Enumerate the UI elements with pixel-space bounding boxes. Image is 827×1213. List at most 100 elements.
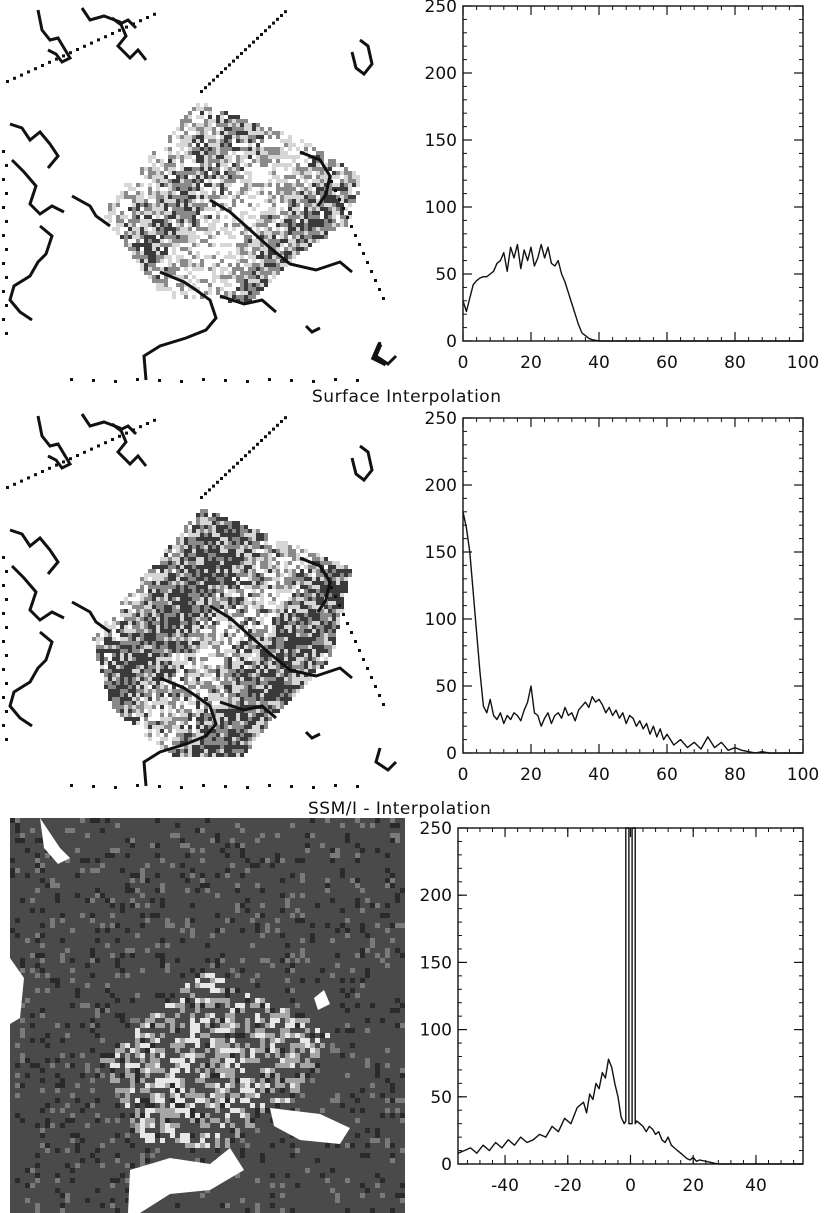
swath-pixel bbox=[284, 609, 288, 613]
grid-dot bbox=[146, 422, 149, 425]
swath-pixel bbox=[328, 589, 332, 593]
swath-pixel bbox=[164, 645, 168, 649]
swath-pixel bbox=[180, 561, 184, 565]
swath-pixel bbox=[196, 155, 200, 159]
swath-pixel bbox=[168, 653, 172, 657]
swath-pixel bbox=[252, 701, 256, 705]
swath-pixel bbox=[164, 669, 168, 673]
swath-pixel bbox=[180, 621, 184, 625]
swath-pixel bbox=[312, 207, 316, 211]
swath-pixel bbox=[148, 593, 152, 597]
swath-pixel bbox=[288, 207, 292, 211]
swath-pixel bbox=[236, 613, 240, 617]
swath-pixel bbox=[108, 637, 112, 641]
swath-pixel bbox=[260, 565, 264, 569]
swath-pixel bbox=[144, 621, 148, 625]
swath-pixel bbox=[220, 681, 224, 685]
swath-pixel bbox=[252, 729, 256, 733]
swath-pixel bbox=[268, 171, 272, 175]
swath-pixel bbox=[220, 685, 224, 689]
swath-pixel bbox=[312, 577, 316, 581]
swath-pixel bbox=[104, 633, 108, 637]
swath-pixel bbox=[232, 717, 236, 721]
swath-pixel bbox=[236, 119, 240, 123]
grid-dot bbox=[180, 380, 183, 383]
swath-pixel bbox=[184, 621, 188, 625]
swath-pixel bbox=[172, 251, 176, 255]
swath-pixel bbox=[200, 195, 204, 199]
swath-pixel bbox=[220, 163, 224, 167]
swath-pixel bbox=[288, 689, 292, 693]
swath-pixel bbox=[116, 231, 120, 235]
swath-pixel bbox=[184, 545, 188, 549]
swath-pixel bbox=[212, 143, 216, 147]
swath-pixel bbox=[232, 729, 236, 733]
swath-pixel bbox=[272, 609, 276, 613]
difference-pixel bbox=[275, 928, 280, 933]
swath-pixel bbox=[284, 673, 288, 677]
swath-pixel bbox=[232, 171, 236, 175]
swath-pixel bbox=[192, 239, 196, 243]
swath-pixel bbox=[108, 625, 112, 629]
swath-pixel bbox=[164, 191, 168, 195]
swath-pixel bbox=[172, 167, 176, 171]
swath-pixel bbox=[260, 601, 264, 605]
swath-pixel bbox=[184, 525, 188, 529]
swath-pixel bbox=[268, 199, 272, 203]
swath-pixel bbox=[236, 733, 240, 737]
swath-pixel bbox=[260, 697, 264, 701]
swath-pixel bbox=[292, 621, 296, 625]
swath-pixel bbox=[224, 127, 228, 131]
swath-pixel bbox=[308, 581, 312, 585]
swath-pixel bbox=[156, 187, 160, 191]
swath-pixel bbox=[152, 251, 156, 255]
swath-pixel bbox=[204, 239, 208, 243]
difference-pixel bbox=[55, 898, 60, 903]
swath-pixel bbox=[232, 689, 236, 693]
swath-pixel bbox=[152, 681, 156, 685]
swath-pixel bbox=[156, 267, 160, 271]
swath-pixel bbox=[204, 673, 208, 677]
swath-pixel bbox=[292, 613, 296, 617]
swath-pixel bbox=[228, 729, 232, 733]
difference-pixel bbox=[80, 1003, 85, 1008]
swath-pixel bbox=[160, 641, 164, 645]
swath-pixel bbox=[156, 637, 160, 641]
swath-pixel bbox=[308, 227, 312, 231]
swath-pixel bbox=[120, 629, 124, 633]
swath-pixel bbox=[156, 585, 160, 589]
grid-dot bbox=[34, 67, 37, 71]
swath-pixel bbox=[264, 541, 268, 545]
swath-pixel bbox=[208, 689, 212, 693]
swath-pixel bbox=[244, 295, 248, 299]
swath-pixel bbox=[328, 629, 332, 633]
swath-pixel bbox=[224, 283, 228, 287]
swath-pixel bbox=[176, 569, 180, 573]
swath-pixel bbox=[236, 533, 240, 537]
difference-pixel bbox=[210, 983, 215, 988]
swath-pixel bbox=[140, 235, 144, 239]
swath-pixel bbox=[256, 581, 260, 585]
swath-pixel bbox=[116, 629, 120, 633]
swath-pixel bbox=[188, 673, 192, 677]
swath-pixel bbox=[244, 299, 248, 303]
difference-pixel bbox=[290, 953, 295, 958]
swath-pixel bbox=[104, 681, 108, 685]
swath-pixel bbox=[252, 709, 256, 713]
swath-pixel bbox=[196, 525, 200, 529]
difference-pixel bbox=[195, 1028, 200, 1033]
swath-pixel bbox=[292, 243, 296, 247]
difference-pixel bbox=[140, 868, 145, 873]
swath-pixel bbox=[284, 215, 288, 219]
swath-pixel bbox=[180, 709, 184, 713]
swath-pixel bbox=[120, 637, 124, 641]
swath-pixel bbox=[188, 749, 192, 753]
difference-pixel bbox=[135, 993, 140, 998]
swath-pixel bbox=[236, 689, 240, 693]
swath-pixel bbox=[176, 697, 180, 701]
grid-dot bbox=[27, 70, 30, 74]
swath-pixel bbox=[216, 577, 220, 581]
swath-pixel bbox=[188, 737, 192, 741]
difference-pixel bbox=[235, 1003, 240, 1008]
difference-pixel bbox=[130, 898, 135, 903]
